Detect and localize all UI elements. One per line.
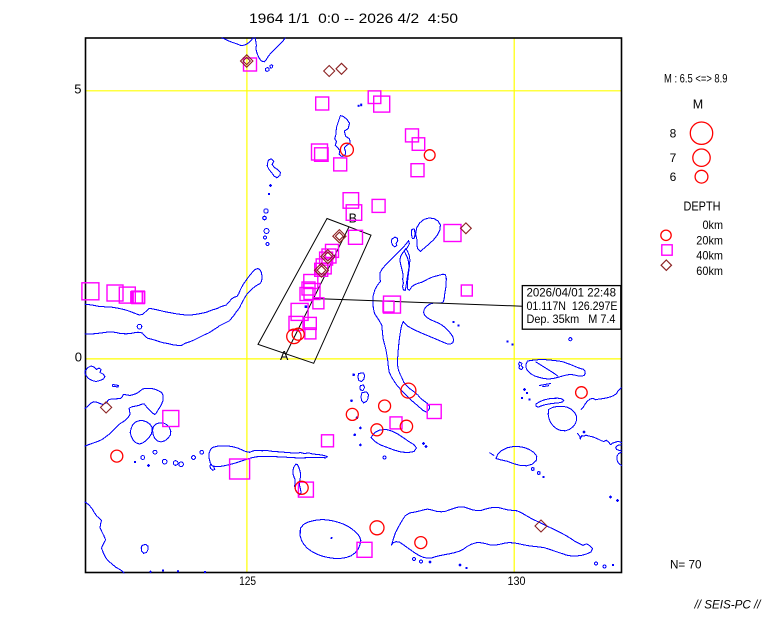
- svg-text:DEPTH: DEPTH: [684, 200, 721, 214]
- svg-text:125: 125: [239, 574, 256, 588]
- svg-text:20km: 20km: [696, 234, 723, 248]
- svg-text:M : 6.5 <=> 8.9: M : 6.5 <=> 8.9: [664, 71, 728, 85]
- svg-text:M: M: [693, 98, 703, 112]
- svg-text:130: 130: [508, 574, 526, 588]
- svg-text:5: 5: [74, 82, 81, 97]
- svg-text:60km: 60km: [696, 264, 723, 278]
- svg-text:N= 70: N= 70: [670, 558, 702, 572]
- svg-text:0km: 0km: [703, 218, 724, 232]
- svg-text:1964 1/1 0:0 -- 2026 4/2 4:5: 1964 1/1 0:0 -- 2026 4/2 4:50: [249, 10, 458, 26]
- svg-text:40km: 40km: [696, 249, 723, 263]
- svg-text:8: 8: [670, 127, 677, 141]
- svg-text:2026/04/01 22:48: 2026/04/01 22:48: [527, 287, 617, 299]
- svg-text:7: 7: [670, 151, 677, 165]
- svg-text:// SEIS-PC //: // SEIS-PC //: [694, 598, 763, 612]
- svg-text:A: A: [280, 349, 289, 363]
- svg-text:0: 0: [75, 350, 82, 365]
- svg-text:6: 6: [670, 170, 677, 184]
- svg-text:Dep. 35km M 7.4: Dep. 35km M 7.4: [527, 314, 617, 326]
- svg-text:B: B: [349, 211, 357, 225]
- svg-text:01.117N 126.297E: 01.117N 126.297E: [527, 301, 618, 313]
